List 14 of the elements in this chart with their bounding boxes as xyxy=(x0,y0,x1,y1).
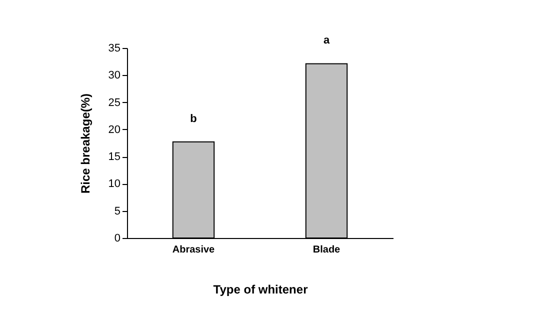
x-axis-title: Type of whitener xyxy=(213,282,308,296)
y-tick-label: 5 xyxy=(114,205,120,218)
y-tick-label: 0 xyxy=(114,232,120,244)
y-axis-title: Rice breakage(%) xyxy=(78,93,92,194)
y-tick-label: 25 xyxy=(108,96,120,109)
x-tick-label: Abrasive xyxy=(172,244,216,256)
y-tick-label: 20 xyxy=(108,124,120,136)
x-tick-label: Blade xyxy=(312,244,341,256)
annotation: b xyxy=(190,112,198,125)
y-tick-label: 30 xyxy=(108,70,120,82)
y-tick-label: 35 xyxy=(108,42,120,54)
annotation: a xyxy=(323,34,330,47)
y-tick-label: 15 xyxy=(108,151,120,164)
y-tick-label: 10 xyxy=(108,178,120,190)
